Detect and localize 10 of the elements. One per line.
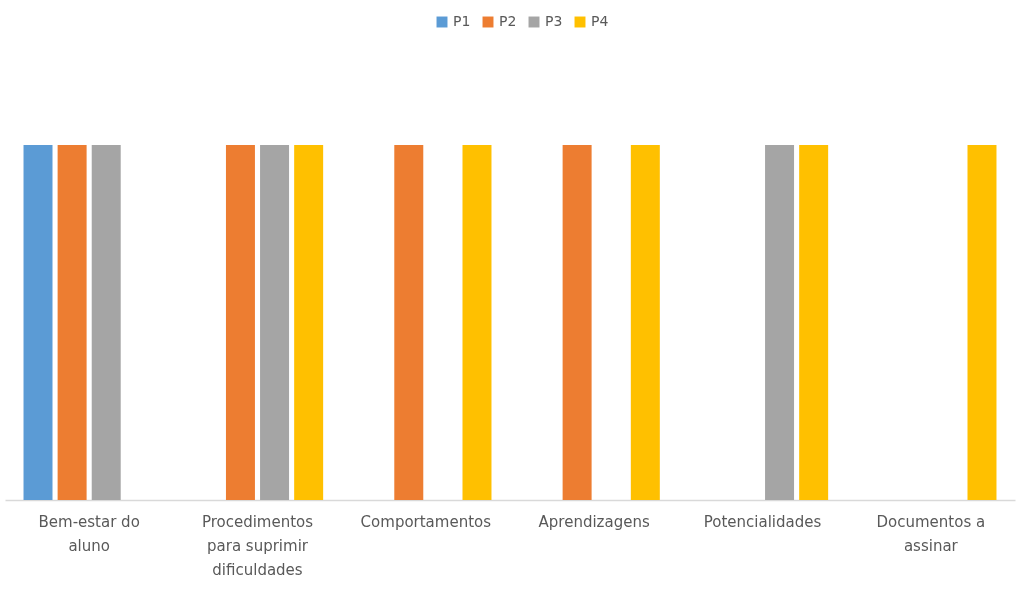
x-tick-label: Bem-estar do aluno (38, 512, 140, 555)
x-tick-label: Comportamentos (360, 512, 492, 531)
x-tick-label: Procedimentos para suprimir dificuldades (201, 512, 314, 579)
x-tick-label: Aprendizagens (538, 512, 650, 531)
x-tick-label: Documentos a assinar (876, 512, 986, 555)
legend-label: P4 (591, 13, 609, 29)
legend-label: P2 (499, 13, 517, 29)
x-tick-label: Potencialidades (703, 512, 822, 531)
legend-label: P3 (545, 13, 563, 29)
legend-label: P1 (453, 13, 471, 29)
